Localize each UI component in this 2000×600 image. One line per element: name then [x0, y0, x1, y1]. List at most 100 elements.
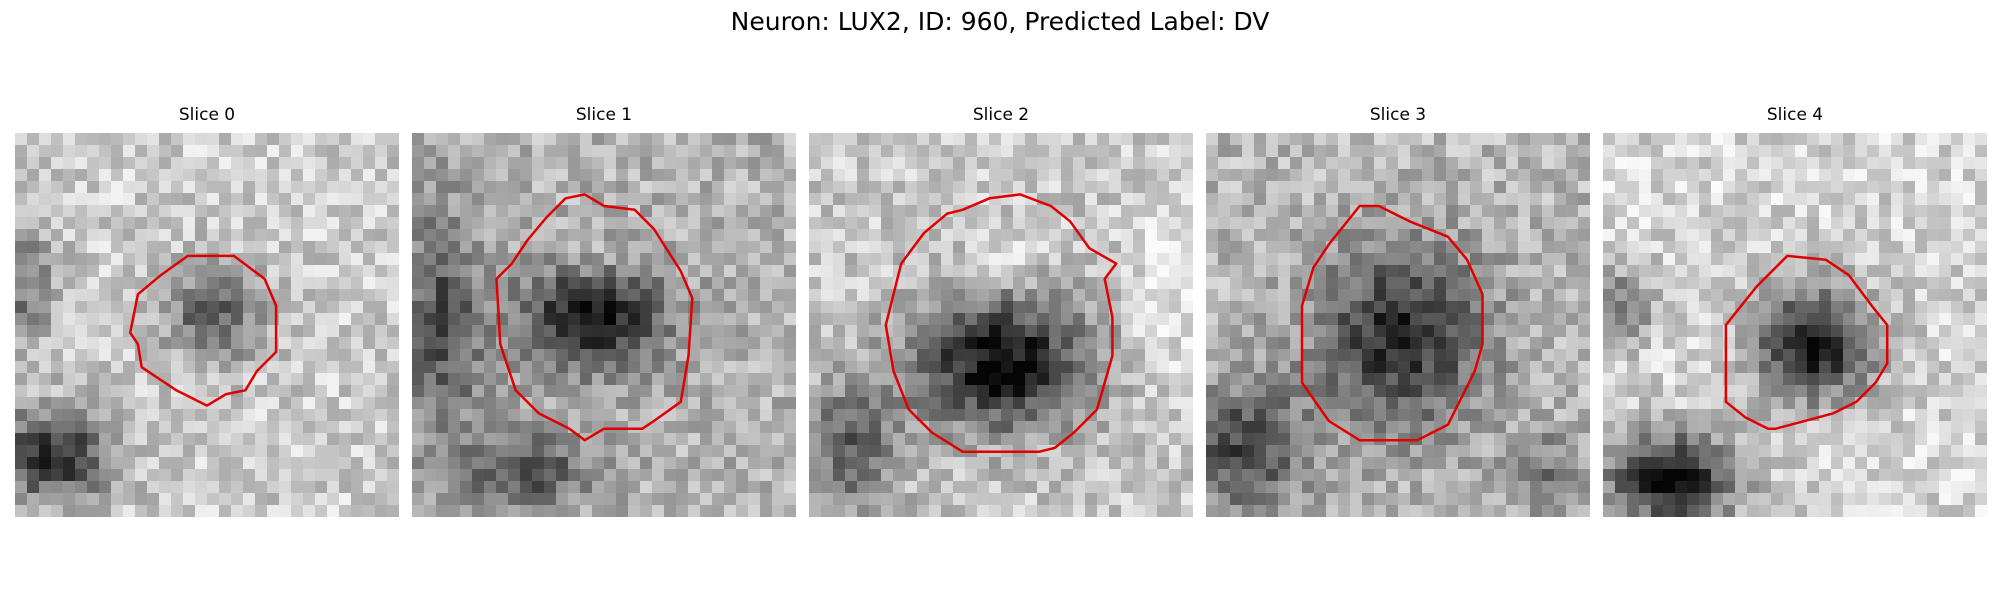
- pixel: [159, 229, 172, 242]
- pixel: [15, 409, 28, 422]
- pixel: [87, 373, 100, 386]
- pixel: [893, 133, 906, 146]
- pixel: [484, 469, 497, 482]
- pixel: [195, 205, 208, 218]
- pixel: [291, 433, 304, 446]
- pixel: [917, 133, 930, 146]
- pixel: [1603, 361, 1616, 374]
- pixel: [1663, 313, 1676, 326]
- pixel: [436, 289, 449, 302]
- pixel: [1374, 265, 1387, 278]
- pixel: [351, 301, 364, 314]
- pixel: [1157, 133, 1170, 146]
- pixel: [628, 313, 641, 326]
- pixel: [1145, 313, 1158, 326]
- pixel: [640, 373, 653, 386]
- pixel: [1097, 445, 1110, 458]
- pixel: [712, 445, 725, 458]
- pixel: [676, 313, 689, 326]
- pixel: [857, 337, 870, 350]
- pixel: [1566, 145, 1579, 158]
- pixel: [604, 301, 617, 314]
- pixel: [387, 505, 399, 517]
- pixel: [436, 205, 449, 218]
- pixel: [1506, 205, 1519, 218]
- pixel: [1963, 313, 1976, 326]
- pixel: [496, 505, 509, 517]
- pixel: [724, 433, 737, 446]
- pixel: [291, 421, 304, 434]
- pixel: [147, 157, 160, 170]
- pixel: [1278, 265, 1291, 278]
- pixel: [556, 469, 569, 482]
- pixel: [1651, 193, 1664, 206]
- pixel: [1362, 457, 1375, 470]
- pixel: [640, 481, 653, 494]
- pixel: [1266, 481, 1279, 494]
- pixel: [27, 205, 40, 218]
- pixel: [748, 337, 761, 350]
- pixel: [724, 313, 737, 326]
- pixel: [1398, 193, 1411, 206]
- pixel: [111, 445, 124, 458]
- pixel: [87, 493, 100, 506]
- pixel: [123, 289, 136, 302]
- pixel: [917, 157, 930, 170]
- pixel: [1627, 217, 1640, 230]
- pixel: [111, 253, 124, 266]
- pixel: [1639, 181, 1652, 194]
- pixel: [520, 409, 533, 422]
- pixel: [1518, 253, 1531, 266]
- pixel: [1879, 313, 1892, 326]
- pixel: [664, 325, 677, 338]
- pixel: [1518, 145, 1531, 158]
- pixel: [1410, 481, 1423, 494]
- pixel: [592, 445, 605, 458]
- pixel: [1254, 349, 1267, 362]
- pixel: [845, 193, 858, 206]
- pixel: [363, 193, 376, 206]
- pixel: [1145, 157, 1158, 170]
- pixel: [1843, 157, 1856, 170]
- pixel: [845, 361, 858, 374]
- pixel: [845, 349, 858, 362]
- pixel: [520, 133, 533, 146]
- pixel: [520, 457, 533, 470]
- pixel: [1266, 361, 1279, 374]
- pixel: [279, 133, 292, 146]
- pixel: [1386, 241, 1399, 254]
- pixel: [1699, 421, 1712, 434]
- pixel: [580, 421, 593, 434]
- pixel: [1278, 421, 1291, 434]
- pixel: [1290, 253, 1303, 266]
- pixel: [219, 301, 232, 314]
- pixel: [809, 133, 822, 146]
- pixel: [821, 289, 834, 302]
- pixel: [1903, 253, 1916, 266]
- pixel: [953, 301, 966, 314]
- pixel: [652, 433, 665, 446]
- pixel: [1157, 217, 1170, 230]
- pixel: [1434, 409, 1447, 422]
- pixel: [75, 457, 88, 470]
- pixel: [1326, 385, 1339, 398]
- pixel: [255, 397, 268, 410]
- pixel: [1927, 337, 1940, 350]
- pixel: [291, 253, 304, 266]
- pixel: [1615, 361, 1628, 374]
- pixel: [1855, 289, 1868, 302]
- pixel: [39, 169, 52, 182]
- pixel: [1266, 385, 1279, 398]
- pixel: [1326, 433, 1339, 446]
- pixel: [1206, 181, 1219, 194]
- pixel: [123, 457, 136, 470]
- pixel: [1735, 337, 1748, 350]
- pixel: [1891, 433, 1904, 446]
- pixel: [881, 421, 894, 434]
- pixel: [159, 409, 172, 422]
- pixel: [1097, 421, 1110, 434]
- pixel: [1711, 289, 1724, 302]
- pixel: [1807, 169, 1820, 182]
- pixel: [111, 433, 124, 446]
- pixel: [1494, 289, 1507, 302]
